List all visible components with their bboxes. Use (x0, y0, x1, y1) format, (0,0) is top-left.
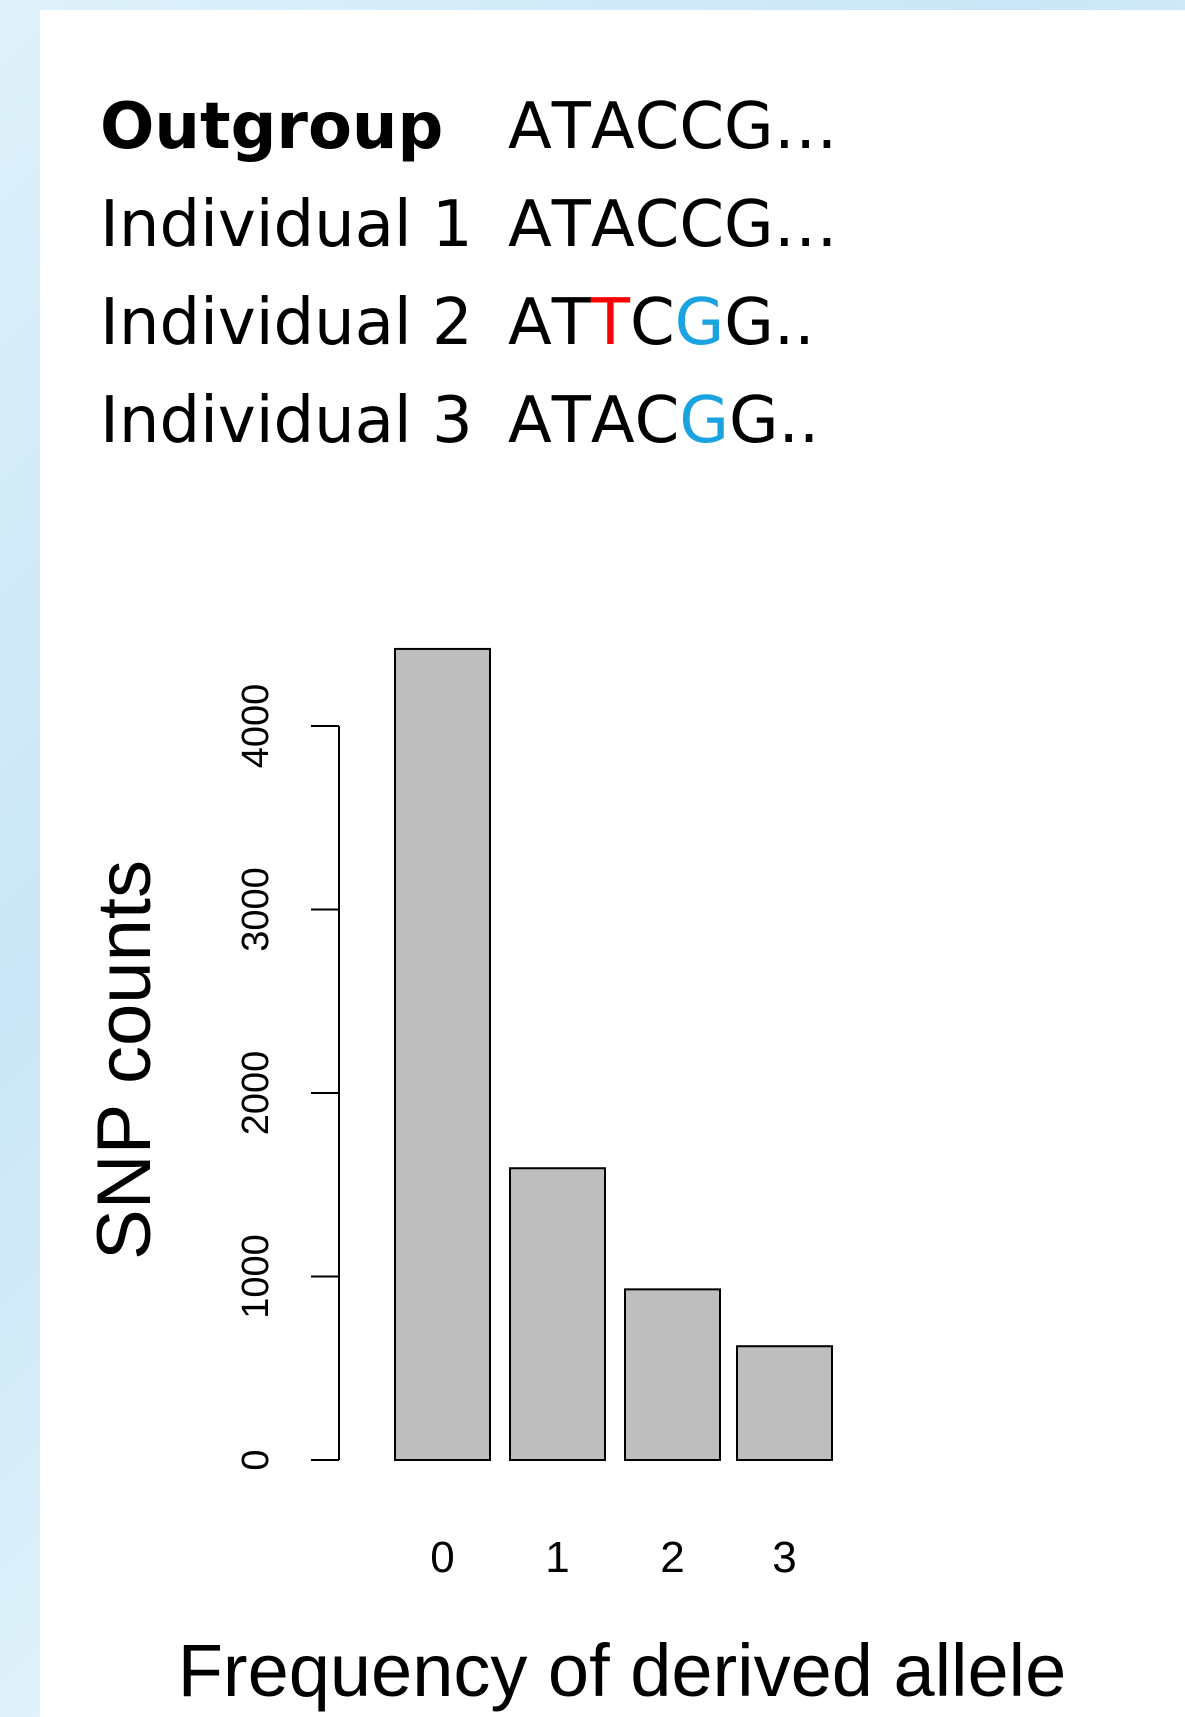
sequence-base: G (724, 188, 774, 262)
sequence-base: A (508, 384, 552, 458)
sequence-base: G (679, 384, 729, 458)
sequence-base: G (728, 384, 779, 458)
sequence-label: Individual 3 (100, 384, 473, 458)
sequence-base: G (724, 90, 774, 164)
sequence-row: Outgroup A T A C C G… (100, 78, 838, 176)
sequence-base: G (674, 286, 725, 360)
sequence-base: A (508, 286, 552, 360)
y-axis-title: SNP counts (82, 860, 167, 1260)
x-tick-label: 2 (660, 1533, 684, 1582)
sequence-base: A (508, 188, 552, 262)
sequence-base: T (551, 286, 591, 360)
sequence-row: Individual 2 A T T C G G.. (100, 274, 838, 372)
sequence-base: C (679, 90, 725, 164)
sequence-base: .. (773, 286, 815, 360)
sequence-base: A (590, 384, 635, 458)
sequence-base: … (773, 188, 838, 262)
sequence-base: G (724, 286, 774, 360)
sequence-row: Individual 1 A T A C C G… (100, 176, 838, 274)
sequence-label: Outgroup (100, 90, 444, 164)
x-axis-title: Frequency of derived allele (178, 1629, 1067, 1712)
bar-1 (509, 1167, 606, 1461)
sequence-alignment: Outgroup A T A C C G… Individual 1 A T A C C G… Indivi… (100, 78, 838, 470)
x-tick-label: 1 (545, 1533, 569, 1582)
y-tick-label: 4000 (235, 684, 277, 769)
sequence-base: … (773, 90, 838, 164)
x-tick-label: 0 (430, 1533, 454, 1582)
sequence-base: A (590, 90, 635, 164)
sequence-base: T (551, 384, 591, 458)
sequence-base: C (679, 188, 725, 262)
sequence-base: C (629, 286, 675, 360)
sequence-label: Individual 1 (100, 188, 473, 262)
sequence-base: T (551, 90, 591, 164)
y-tick-label: 3000 (235, 867, 277, 952)
sequence-base: T (551, 188, 591, 262)
sequence-label: Individual 2 (100, 286, 473, 360)
content-panel (40, 10, 1185, 1717)
sequence-base: A (508, 90, 552, 164)
sequence-row: Individual 3 A T A C G G.. (100, 372, 838, 470)
bar-3 (736, 1345, 833, 1461)
bar-0 (394, 647, 491, 1461)
y-tick-label: 1000 (235, 1234, 277, 1319)
sequence-base: T (590, 286, 630, 360)
y-tick-label: 2000 (235, 1051, 277, 1136)
bar-2 (624, 1288, 721, 1461)
sequence-base: C (634, 384, 680, 458)
x-tick-label: 3 (772, 1533, 796, 1582)
sequence-base: A (590, 188, 635, 262)
y-tick-label: 0 (235, 1449, 277, 1470)
sequence-base: .. (778, 384, 820, 458)
sequence-base: C (634, 188, 680, 262)
sequence-base: C (634, 90, 680, 164)
